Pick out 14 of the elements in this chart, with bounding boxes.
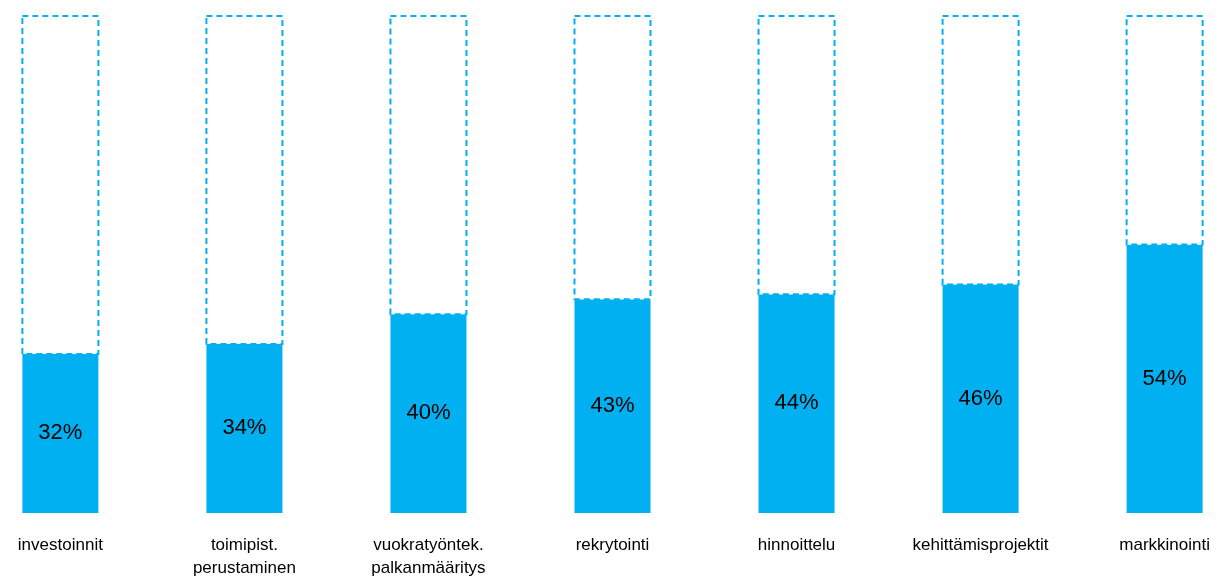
data-label: 40%	[406, 399, 451, 425]
data-label: 32%	[38, 419, 83, 445]
x-tick-label: rekrytointi	[575, 535, 650, 554]
data-label: 44%	[774, 389, 819, 415]
x-tick-label: hinnoittelu	[757, 535, 836, 554]
x-tick-label: investoinnit	[17, 535, 104, 554]
x-tick-label: vuokratyöntek. palkanmääritys	[371, 535, 486, 577]
data-label: 43%	[590, 391, 635, 417]
x-tick-label: markkinointi	[1119, 535, 1210, 554]
data-label: 54%	[1142, 364, 1187, 390]
x-tick-label: kehittämisprojektit	[912, 535, 1049, 554]
data-label: 46%	[958, 384, 1003, 410]
data-label: 34%	[222, 414, 267, 440]
x-tick-label: toimipist. perustaminen	[192, 535, 296, 577]
